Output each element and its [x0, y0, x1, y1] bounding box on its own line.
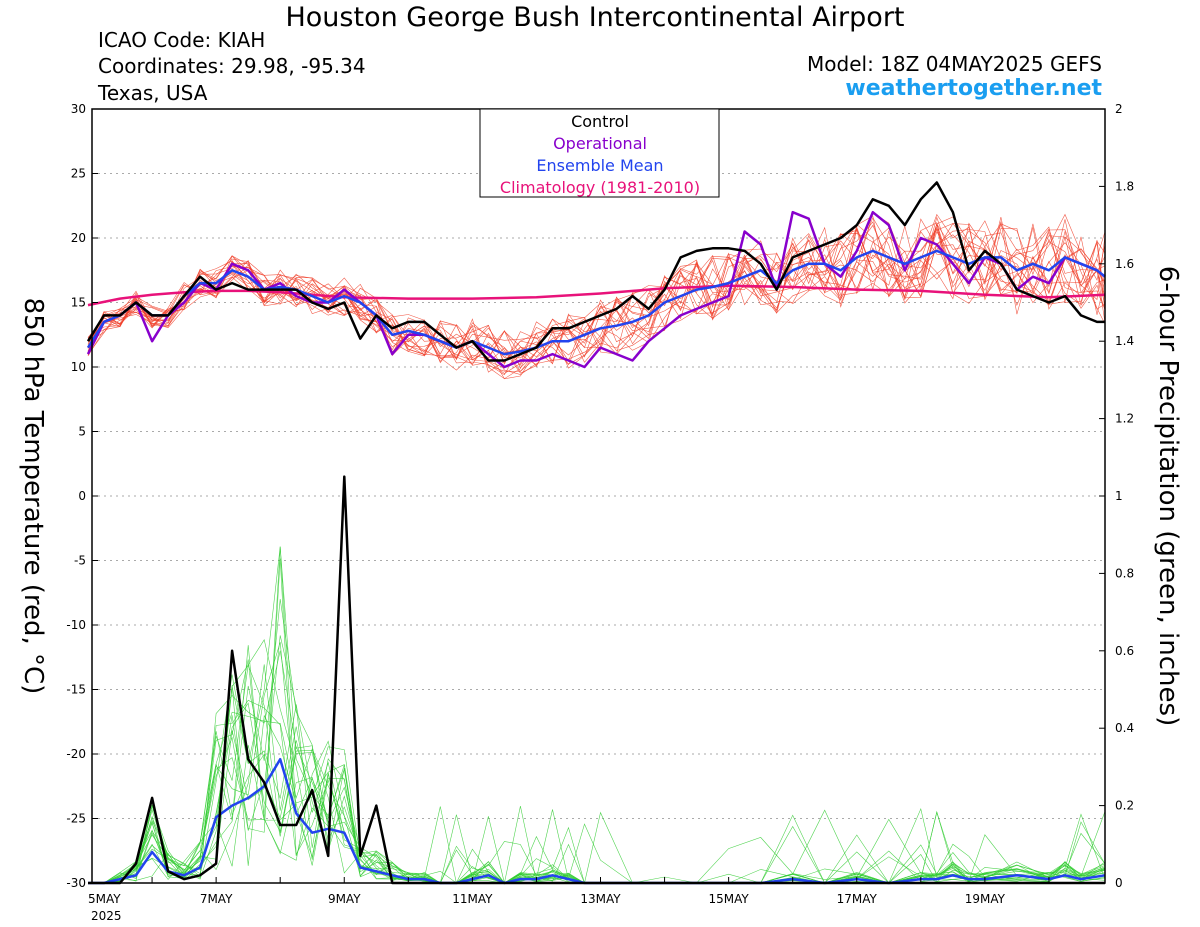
coordinates: Coordinates: 29.98, -95.34	[98, 54, 366, 78]
y-tick-label-left: -25	[66, 812, 86, 826]
y-tick-label-right: 0.8	[1115, 566, 1134, 580]
y-tick-label-left: 10	[71, 360, 86, 374]
precip-member-line	[88, 711, 1106, 884]
y-tick-label-left: -15	[66, 683, 86, 697]
precip-member-line	[88, 639, 1106, 884]
mean-temp-line	[86, 249, 1106, 356]
x-tick-label: 19MAY	[965, 892, 1006, 906]
legend-box	[479, 108, 720, 198]
temp-member-line	[87, 232, 1106, 365]
temp-member-line	[87, 230, 1106, 368]
legend-entry: Control	[571, 112, 629, 131]
temp-member-line	[87, 229, 1106, 380]
legend: Control Operational Ensemble Mean Climatolo…	[479, 108, 720, 198]
site-link[interactable]: weathertogether.net	[845, 76, 1102, 101]
x-tick-label: 11MAY	[452, 892, 493, 906]
y-tick-label-left: 25	[71, 167, 86, 181]
x-tick-label: 13MAY	[580, 892, 621, 906]
region: Texas, USA	[98, 81, 208, 105]
temp-member-line	[87, 213, 1106, 362]
precip-member-line	[88, 546, 1106, 884]
y-tick-label-right: 1	[1115, 489, 1123, 503]
temp-member-line	[87, 212, 1106, 372]
icao-code: ICAO Code: KIAH	[98, 28, 266, 52]
y-tick-label-right: 0.6	[1115, 644, 1134, 658]
y-tick-label-left: 5	[78, 425, 86, 439]
y-tick-label-left: 20	[71, 231, 86, 245]
control-precip-line	[88, 475, 1105, 885]
chart-title: Houston George Bush Intercontinental Air…	[285, 2, 905, 33]
y-tick-label-left: 0	[78, 489, 86, 503]
y-tick-label-left: -30	[66, 876, 86, 890]
y-tick-label-right: 0.2	[1115, 799, 1134, 813]
y-tick-label-right: 2	[1115, 102, 1123, 116]
x-tick-sublabel: 2025	[91, 909, 122, 923]
control-temp-line	[86, 181, 1105, 362]
ensemble-members	[87, 212, 1106, 884]
y-tick-label-right: 1.6	[1115, 257, 1134, 271]
y-tick-label-left: -20	[66, 747, 86, 761]
y-tick-label-left: 15	[71, 296, 86, 310]
axes: 302520151050-5-10-15-20-25-3021.81.61.41…	[66, 102, 1134, 923]
legend-entry: Operational	[553, 134, 647, 153]
precip-member-line	[88, 645, 1106, 884]
y-tick-label-left: -10	[66, 618, 86, 632]
x-tick-label: 9MAY	[328, 892, 361, 906]
x-tick-label: 5MAY	[88, 892, 121, 906]
mean-precip-line	[88, 757, 1106, 885]
precip-member-line	[88, 699, 1106, 884]
y-tick-label-left: 30	[71, 102, 86, 116]
y-tick-label-right: 1.4	[1115, 334, 1134, 348]
y-tick-label-right: 0.4	[1115, 721, 1134, 735]
x-tick-label: 7MAY	[200, 892, 233, 906]
x-tick-label: 17MAY	[837, 892, 878, 906]
y-tick-label-left: -5	[74, 554, 86, 568]
model-run: Model: 18Z 04MAY2025 GEFS	[807, 52, 1102, 76]
x-tick-label: 15MAY	[709, 892, 750, 906]
precip-member-line	[88, 635, 1106, 884]
climatology-line	[87, 284, 1106, 307]
y-tick-label-right: 1.8	[1115, 179, 1134, 193]
operational-temp-line	[86, 210, 1106, 369]
precip-member-line	[88, 598, 1106, 884]
precip-member-line	[88, 642, 1106, 884]
temp-member-line	[87, 219, 1106, 374]
y-tick-label-right: 1.2	[1115, 412, 1134, 426]
y-tick-label-right: 0	[1115, 876, 1123, 890]
legend-entry: Climatology (1981-2010)	[500, 178, 700, 197]
legend-entry: Ensemble Mean	[536, 156, 663, 175]
